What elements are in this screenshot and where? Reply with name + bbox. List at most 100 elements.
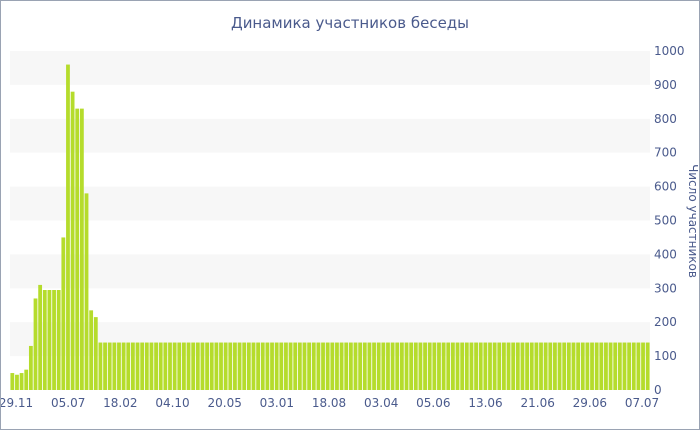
bar[interactable] <box>469 342 474 390</box>
bar[interactable] <box>599 342 604 390</box>
bar[interactable] <box>42 290 47 390</box>
bar[interactable] <box>455 342 460 390</box>
bar[interactable] <box>112 342 117 390</box>
bar[interactable] <box>28 345 33 390</box>
bar[interactable] <box>10 373 15 390</box>
bar[interactable] <box>404 342 409 390</box>
bar[interactable] <box>325 342 330 390</box>
bar[interactable] <box>223 342 228 390</box>
bar[interactable] <box>195 342 200 390</box>
bar[interactable] <box>367 342 372 390</box>
bar[interactable] <box>33 298 38 390</box>
bar[interactable] <box>520 342 525 390</box>
bar[interactable] <box>353 342 358 390</box>
bar[interactable] <box>553 342 557 390</box>
bar[interactable] <box>288 342 293 390</box>
bar[interactable] <box>413 342 418 390</box>
bar[interactable] <box>246 342 251 390</box>
bar[interactable] <box>61 237 66 390</box>
bar[interactable] <box>590 342 594 390</box>
bar[interactable] <box>358 342 363 390</box>
bar[interactable] <box>70 91 75 391</box>
bar[interactable] <box>529 342 534 390</box>
bar[interactable] <box>451 342 455 390</box>
bar[interactable] <box>418 342 423 390</box>
bar[interactable] <box>557 342 562 390</box>
bar[interactable] <box>631 342 636 390</box>
bar[interactable] <box>502 342 506 390</box>
bar[interactable] <box>214 342 219 390</box>
bar[interactable] <box>515 342 520 390</box>
bar[interactable] <box>316 342 321 390</box>
bar[interactable] <box>534 342 539 390</box>
bar[interactable] <box>177 342 182 390</box>
bar[interactable] <box>571 342 576 390</box>
bar[interactable] <box>594 342 599 390</box>
bar[interactable] <box>539 342 543 390</box>
bar[interactable] <box>126 342 131 390</box>
bar[interactable] <box>562 342 567 390</box>
bar[interactable] <box>580 342 585 390</box>
bar[interactable] <box>237 342 242 390</box>
bar[interactable] <box>209 342 214 390</box>
bar[interactable] <box>641 342 645 390</box>
bar[interactable] <box>321 342 325 390</box>
bar[interactable] <box>335 342 339 390</box>
bar[interactable] <box>395 342 400 390</box>
bar[interactable] <box>15 374 19 390</box>
bar[interactable] <box>474 342 478 390</box>
bar[interactable] <box>604 342 608 390</box>
bar[interactable] <box>576 342 581 390</box>
bar[interactable] <box>117 342 121 390</box>
bar[interactable] <box>228 342 233 390</box>
bar[interactable] <box>548 342 553 390</box>
bar[interactable] <box>617 342 622 390</box>
bar[interactable] <box>441 342 446 390</box>
bar[interactable] <box>311 342 316 390</box>
bar[interactable] <box>381 342 386 390</box>
bar[interactable] <box>613 342 618 390</box>
bar[interactable] <box>172 342 177 390</box>
bar[interactable] <box>121 342 126 390</box>
bar[interactable] <box>265 342 270 390</box>
bar[interactable] <box>52 290 56 390</box>
bar[interactable] <box>585 342 590 390</box>
bar[interactable] <box>140 342 145 390</box>
bar[interactable] <box>144 342 149 390</box>
bar[interactable] <box>376 342 381 390</box>
bar[interactable] <box>362 342 367 390</box>
bar[interactable] <box>525 342 529 390</box>
bar[interactable] <box>492 342 497 390</box>
bar[interactable] <box>302 342 307 390</box>
bar[interactable] <box>89 310 94 390</box>
bar[interactable] <box>38 284 43 390</box>
bar[interactable] <box>464 342 469 390</box>
bar[interactable] <box>390 342 395 390</box>
bar[interactable] <box>75 108 80 390</box>
bar[interactable] <box>256 342 261 390</box>
bar[interactable] <box>56 290 61 390</box>
bar[interactable] <box>154 342 158 390</box>
bar[interactable] <box>409 342 414 390</box>
bar[interactable] <box>437 342 441 390</box>
bar[interactable] <box>399 342 404 390</box>
bar[interactable] <box>608 342 613 390</box>
bar[interactable] <box>200 342 205 390</box>
bar[interactable] <box>446 342 451 390</box>
bar[interactable] <box>348 342 353 390</box>
bar[interactable] <box>186 342 191 390</box>
bar[interactable] <box>372 342 376 390</box>
bar[interactable] <box>107 342 112 390</box>
bar[interactable] <box>427 342 432 390</box>
bar[interactable] <box>233 342 237 390</box>
bar[interactable] <box>84 193 89 390</box>
bar[interactable] <box>478 342 483 390</box>
bar[interactable] <box>135 342 140 390</box>
bar[interactable] <box>131 342 135 390</box>
bar[interactable] <box>293 342 298 390</box>
bar[interactable] <box>260 342 265 390</box>
bar[interactable] <box>488 342 492 390</box>
bar[interactable] <box>158 342 163 390</box>
bar[interactable] <box>163 342 168 390</box>
bar[interactable] <box>566 342 571 390</box>
